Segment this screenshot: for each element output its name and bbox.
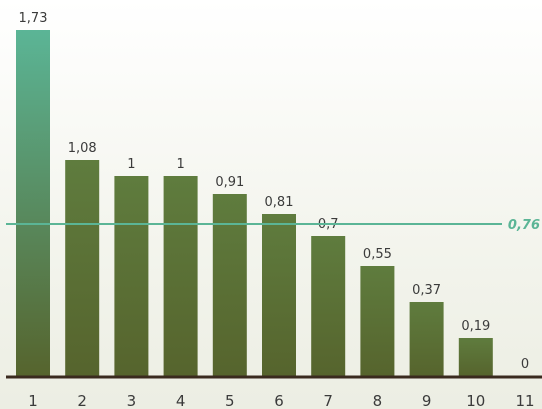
x-tick-labels: 1 2 3 4 5 6 7 8 9 10 11 <box>28 392 534 409</box>
value-labels: 1,731,081 10,910,810,70,550,370,190 <box>19 11 530 372</box>
bar-4 <box>163 176 198 376</box>
value-label-2: 1,08 <box>68 141 97 156</box>
x-tick-label-5: 5 <box>225 392 235 409</box>
bars <box>16 30 493 376</box>
bar-6 <box>262 214 296 376</box>
value-label-3: 1 <box>127 157 135 172</box>
x-tick-label-6: 6 <box>274 392 284 409</box>
x-tick-label-4: 4 <box>176 392 186 409</box>
x-tick-label-2: 2 <box>77 392 87 409</box>
value-label-8: 0,55 <box>363 247 392 262</box>
bar-3 <box>114 176 149 376</box>
value-label-10: 0,19 <box>461 319 490 334</box>
bar-8 <box>360 266 395 376</box>
x-tick-label-3: 3 <box>127 392 137 409</box>
x-tick-label-10: 10 <box>466 392 485 409</box>
value-label-11: 0 <box>521 357 529 372</box>
x-tick-label-8: 8 <box>373 392 383 409</box>
bar-2 <box>65 160 100 376</box>
value-label-4: 1 <box>176 157 184 172</box>
x-tick-label-7: 7 <box>323 392 333 409</box>
value-label-6: 0,81 <box>265 195 294 210</box>
bar-5 <box>212 194 247 376</box>
value-label-1: 1,73 <box>19 11 48 26</box>
reference-line-label: 0,76 <box>508 218 540 233</box>
x-tick-label-9: 9 <box>422 392 432 409</box>
bar-7 <box>311 236 346 376</box>
bar-1 <box>16 30 50 376</box>
x-tick-label-11: 11 <box>515 392 534 409</box>
bar-10 <box>458 338 493 376</box>
value-label-9: 0,37 <box>412 283 441 298</box>
value-label-5: 0,91 <box>215 175 244 190</box>
x-tick-label-1: 1 <box>28 392 38 409</box>
bar-9 <box>409 302 444 376</box>
